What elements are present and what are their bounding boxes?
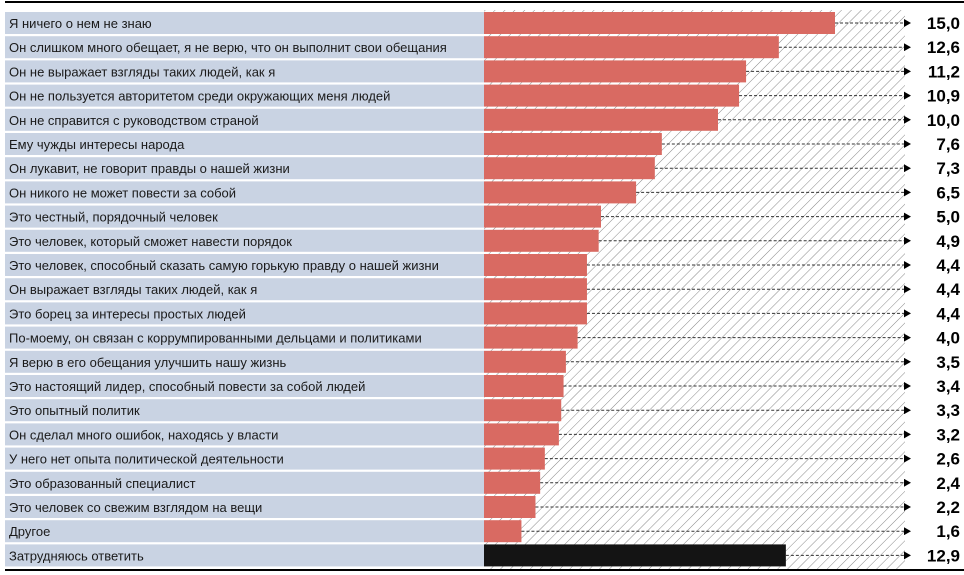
value-label: 4,9: [936, 232, 960, 251]
row-band: [5, 36, 484, 59]
bar: [484, 375, 564, 397]
value-label: 4,0: [936, 329, 960, 348]
row-band: [5, 496, 484, 518]
row-band: [5, 60, 484, 83]
category-label: По-моему, он связан с коррумпированными …: [9, 331, 422, 346]
value-label: 2,6: [936, 450, 960, 469]
row-band: [5, 205, 484, 228]
row-band: [5, 133, 484, 155]
value-label: 1,6: [936, 522, 960, 541]
row-band: [5, 350, 484, 373]
value-label: 7,3: [936, 159, 960, 178]
category-label: Это честный, порядочный человек: [9, 210, 218, 225]
bar: [484, 12, 835, 34]
row-band: [5, 254, 484, 276]
category-label: Он не выражает взгляды таких людей, как …: [9, 64, 275, 79]
category-label: Затрудняюсь ответить: [9, 548, 144, 563]
bar: [484, 496, 536, 518]
bar: [484, 399, 562, 422]
bar: [484, 447, 545, 470]
category-label: Другое: [9, 524, 50, 539]
category-label: Это борец за интересы простых людей: [9, 306, 246, 321]
value-label: 2,4: [936, 474, 960, 493]
row-band: [5, 375, 484, 397]
category-label: Это опытный политик: [9, 403, 140, 418]
row-band: [5, 181, 484, 204]
row-band: [5, 447, 484, 470]
category-label: Это человек, который сможет навести поря…: [9, 234, 292, 249]
bar: [484, 205, 601, 228]
value-label: 3,5: [936, 353, 960, 372]
value-label: 4,4: [936, 280, 960, 299]
category-label: Он выражает взгляды таких людей, как я: [9, 282, 257, 297]
value-label: 12,9: [927, 546, 960, 565]
bar: [484, 229, 599, 252]
bar: [484, 302, 587, 325]
category-label: Ему чужды интересы народа: [9, 137, 185, 152]
row-band: [5, 520, 484, 543]
value-label: 4,4: [936, 304, 960, 323]
bar: [484, 60, 747, 83]
value-label: 10,9: [927, 87, 960, 106]
value-label: 5,0: [936, 208, 960, 227]
bar: [484, 181, 637, 204]
bar: [484, 278, 587, 301]
row-band: [5, 84, 484, 107]
value-label: 3,2: [936, 425, 960, 444]
value-label: 12,6: [927, 38, 960, 57]
value-label: 3,3: [936, 401, 960, 420]
row-band: [5, 108, 484, 131]
value-labels: 15,0 12,6 11,2 10,9 10,0 7,6 7,3 6,5 5,0 4,9 4,4 4,…: [927, 14, 961, 565]
chart-bars: [484, 12, 835, 567]
bar: [484, 423, 559, 446]
category-label: У него нет опыта политической деятельнос…: [9, 452, 284, 467]
bar: [484, 84, 740, 107]
row-band: [5, 471, 484, 494]
bar: [484, 36, 779, 59]
row-band: [5, 326, 484, 349]
row-band: [5, 399, 484, 422]
bar: [484, 108, 718, 131]
row-band: [5, 278, 484, 301]
row-band: [5, 544, 484, 567]
value-label: 4,4: [936, 256, 960, 275]
bar: [484, 471, 541, 494]
row-band: [5, 12, 484, 34]
category-label: Это настоящий лидер, способный повести з…: [9, 379, 365, 394]
bar: [484, 157, 655, 180]
bar: [484, 520, 522, 543]
value-label: 7,6: [936, 135, 960, 154]
row-band: [5, 423, 484, 446]
value-label: 11,2: [928, 62, 960, 81]
value-label: 10,0: [927, 111, 960, 130]
category-label: Он лукавит, не говорит правды о нашей жи…: [9, 161, 290, 176]
value-label: 3,4: [936, 377, 960, 396]
value-label: 2,2: [936, 498, 960, 517]
category-label: Это человек со свежим взглядом на вещи: [9, 500, 262, 515]
category-label: Он сделал много ошибок, находясь у власт…: [9, 427, 278, 442]
bar: [484, 254, 587, 276]
bar: [484, 326, 578, 349]
category-label: Я ничего о нем не знаю: [9, 16, 152, 31]
row-band: [5, 229, 484, 252]
value-label: 6,5: [936, 183, 960, 202]
category-label: Я верю в его обещания улучшить нашу жизн…: [9, 355, 287, 370]
bar: [484, 350, 566, 373]
category-label: Он не справится с руководством страной: [9, 113, 259, 128]
leader-lines: [521, 19, 911, 560]
bar: [484, 544, 786, 567]
row-band: [5, 157, 484, 180]
category-label: Он слишком много обещает, я не верю, что…: [9, 40, 447, 55]
chart-rows: Я ничего о нем не знаю Он слишком много о…: [5, 12, 484, 567]
category-label: Он не пользуется авторитетом среди окруж…: [9, 89, 390, 104]
bar: [484, 133, 662, 155]
category-label: Он никого не может повести за собой: [9, 185, 236, 200]
category-label: Это человек, способный сказать самую гор…: [9, 258, 439, 273]
category-label: Это образованный специалист: [9, 476, 196, 491]
value-label: 15,0: [927, 14, 960, 33]
row-band: [5, 302, 484, 325]
